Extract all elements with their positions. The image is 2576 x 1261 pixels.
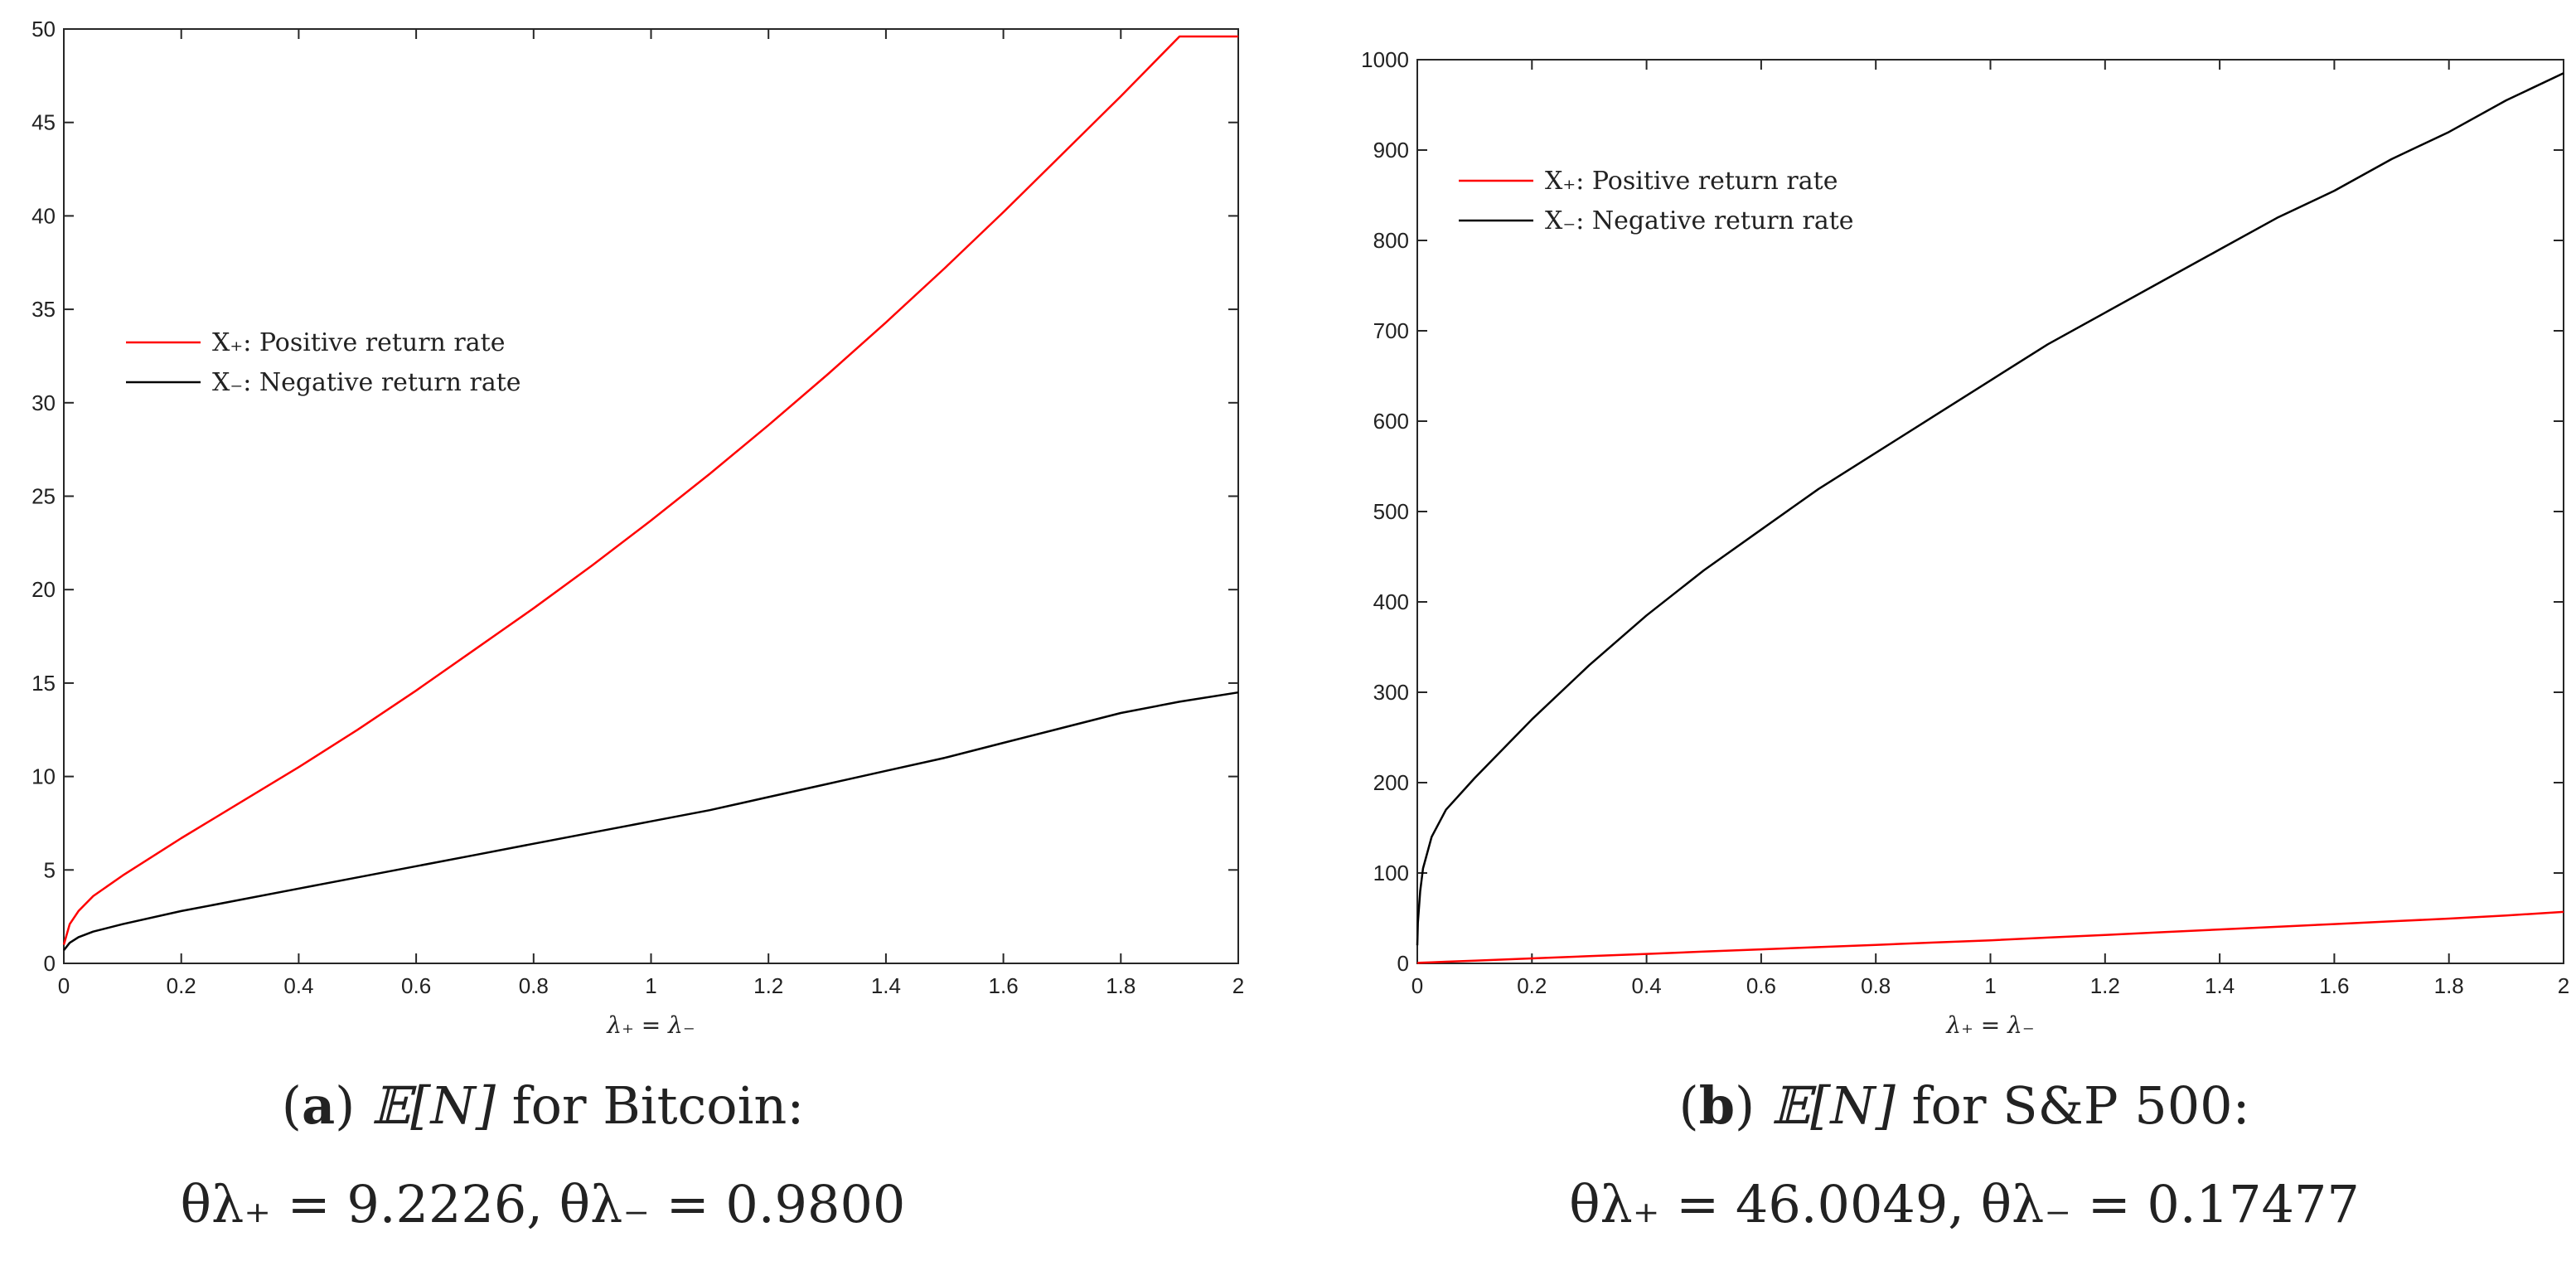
y-tick-label: 800: [1373, 228, 1409, 253]
x-tick-label: 1: [1984, 973, 1996, 998]
legend-entry: X₊: Positive return rate: [1545, 167, 1838, 196]
y-tick-label: 1000: [1361, 47, 1409, 72]
caption-a-parameters: θλ₊ = 9.2226, θλ₋ = 0.9800: [181, 1174, 906, 1234]
x-tick-label: 1.8: [2434, 973, 2464, 998]
series-line-negative: [63, 691, 1239, 951]
x-tick-label: 0: [58, 973, 70, 998]
legend-entry: X₊: Positive return rate: [212, 328, 505, 357]
legend-entry: X₋: Negative return rate: [1545, 206, 1854, 235]
chart-a: 0 0.2 0.4 0.6 0.8 1 1.2 1.4 1.6 1.8 20510152025303…: [31, 17, 1244, 1039]
x-tick-label: 0.8: [519, 973, 549, 998]
series-line-positive: [62, 35, 1238, 945]
y-tick-label: 0: [1397, 951, 1409, 976]
caption-b-title-text: for S&P 500:: [1896, 1075, 2250, 1136]
y-tick-label: 700: [1373, 318, 1409, 343]
y-tick-label: 200: [1373, 770, 1409, 795]
caption-a-title: (a) 𝔼[N] for Bitcoin:: [282, 1075, 805, 1136]
y-tick-label: 20: [31, 577, 56, 602]
x-tick-label: 0.4: [283, 973, 313, 998]
y-tick-label: 5: [44, 857, 56, 882]
caption-a-label: a: [302, 1075, 335, 1136]
caption-a-paren-close: ): [335, 1075, 371, 1136]
caption-b-title: (b) 𝔼[N] for S&P 500:: [1678, 1075, 2249, 1136]
caption-a-paren-open: (: [282, 1075, 302, 1136]
x-tick-label: 1.2: [753, 973, 783, 998]
caption-b-paren-close: ): [1735, 1075, 1771, 1136]
x-tick-label: 2: [2558, 973, 2569, 998]
y-tick-label: 400: [1373, 589, 1409, 614]
caption-a-expectation: 𝔼[N]: [371, 1075, 496, 1136]
y-tick-label: 45: [31, 110, 56, 135]
x-tick-label: 0.6: [1746, 973, 1776, 998]
x-tick-label: 1.4: [871, 973, 901, 998]
x-tick-label: 1.2: [2090, 973, 2120, 998]
caption-b-label: b: [1699, 1075, 1735, 1136]
x-tick-label: 0.2: [1517, 973, 1547, 998]
y-tick-label: 900: [1373, 138, 1409, 162]
plot-frame: [63, 28, 1239, 964]
x-tick-label: 1.6: [2319, 973, 2349, 998]
y-tick-label: 35: [31, 297, 56, 322]
y-tick-label: 10: [31, 764, 56, 789]
y-tick-label: 25: [31, 484, 56, 509]
x-tick-label: 0.6: [401, 973, 431, 998]
caption-b-expectation: 𝔼[N]: [1771, 1075, 1896, 1136]
x-tick-label: 1: [645, 973, 656, 998]
caption-b-paren-open: (: [1678, 1075, 1698, 1136]
y-tick-label: 50: [31, 17, 56, 41]
series-line-positive: [1416, 910, 2564, 964]
x-tick-label: 2: [1232, 973, 1244, 998]
y-tick-label: 40: [31, 203, 56, 228]
y-tick-label: 300: [1373, 680, 1409, 705]
x-tick-label: 1.4: [2205, 973, 2235, 998]
y-tick-label: 100: [1373, 861, 1409, 885]
y-tick-label: 15: [31, 671, 56, 696]
caption-b-parameters: θλ₊ = 46.0049, θλ₋ = 0.17477: [1569, 1174, 2360, 1234]
series-line-negative: [1416, 72, 2564, 946]
x-tick-label: 0: [1411, 973, 1423, 998]
x-tick-label: 0.2: [167, 973, 196, 998]
x-tick-label: 1.8: [1106, 973, 1135, 998]
y-tick-label: 600: [1373, 409, 1409, 434]
x-tick-label: 1.6: [989, 973, 1019, 998]
legend-entry: X₋: Negative return rate: [212, 368, 521, 397]
y-tick-label: 0: [44, 951, 56, 976]
y-tick-label: 500: [1373, 499, 1409, 524]
chart-b: 0 0.2 0.4 0.6 0.8 1 1.2 1.4 1.6 1.8 2 0 100 200 300 400…: [1361, 47, 2569, 1039]
x-tick-label: 0.4: [1632, 973, 1662, 998]
x-tick-label: 0.8: [1861, 973, 1891, 998]
x-axis-label: λ₊ = λ₋: [1945, 1011, 2034, 1039]
caption-a-title-text: for Bitcoin:: [496, 1075, 804, 1136]
x-axis-label: λ₊ = λ₋: [606, 1011, 695, 1039]
y-tick-label: 30: [31, 390, 56, 415]
